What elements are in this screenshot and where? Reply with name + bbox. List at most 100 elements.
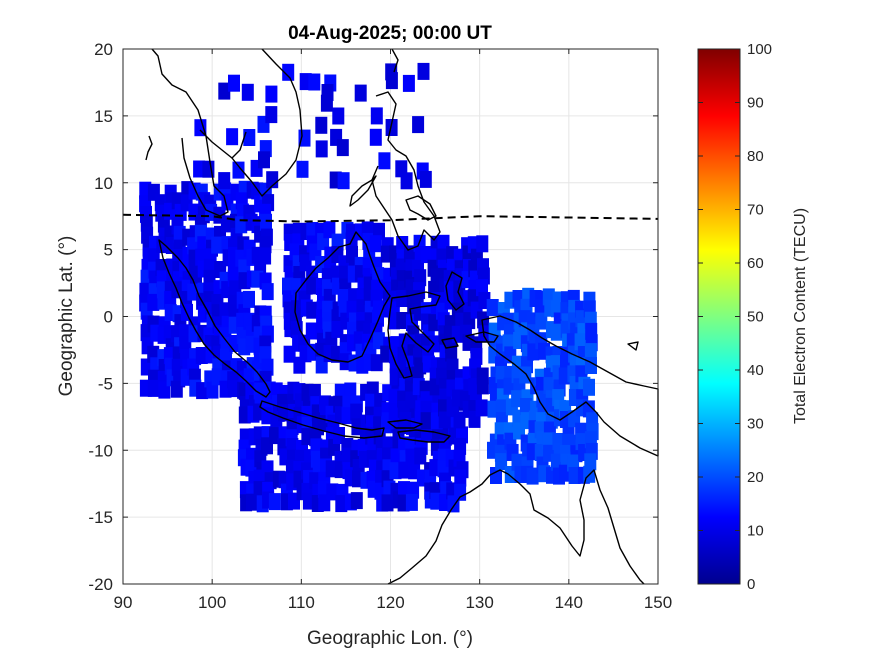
tec-cell [454,469,467,487]
tec-cell [194,119,207,137]
tec-cell [402,74,415,92]
tec-cell [476,235,489,253]
tec-cell [495,453,508,471]
tec-cell [170,380,183,398]
y-tick-label: 20 [94,40,113,59]
tec-cell [419,170,432,188]
coastline-new-guinea [481,315,659,457]
tec-cell [260,213,272,231]
colorbar-tick-label: 0 [747,576,755,593]
x-tick-label: 100 [198,593,226,612]
coastline-philippines [371,91,441,251]
coastline-indochina [151,48,229,217]
tec-cell [584,343,597,361]
tec-cell [193,160,206,178]
tec-cell [385,72,398,90]
coastline-vietnam [231,48,303,197]
tec-cell [179,336,192,354]
tec-cell [583,378,595,396]
x-tick-label: 90 [114,593,133,612]
tec-cell [344,382,357,400]
tec-cell [259,247,272,265]
tec-cell [476,279,488,297]
tec-cell [245,335,258,353]
coastline-seram [465,331,499,343]
x-tick-label: 130 [465,593,493,612]
tec-cells [139,62,599,513]
tec-cell [147,379,160,397]
coastline-thailand-gulf [199,129,233,159]
tec-cell [370,107,383,125]
tec-cell [412,116,425,134]
tec-cell [261,283,274,301]
tec-cell [550,323,563,341]
tec-cell [398,481,410,499]
tec-cell [475,399,488,417]
tec-cell [232,161,245,179]
tec-cell [251,314,264,332]
x-axis-ticks: 90 100 110 120 130 140 150 [114,49,672,612]
tec-cell [305,322,318,340]
tec-cell [378,152,391,170]
coastline-sumatra [158,239,271,398]
coastline-mindanao [405,195,437,221]
tec-cell [369,235,382,253]
coastline-flores [387,419,423,429]
tec-cell [258,151,270,169]
colorbar-tick-label: 90 [747,95,764,112]
y-tick-label: 0 [104,308,113,327]
x-tick-label: 150 [644,593,672,612]
coastline-new-britain [627,341,639,351]
tec-cell [226,128,239,146]
tec-cell [420,246,433,263]
plot-area [122,48,659,585]
coastline-java [259,400,385,439]
y-tick-label: 10 [94,174,113,193]
tec-cell [420,412,433,430]
colorbar-tick-label: 30 [747,416,764,433]
tec-cell [308,73,321,91]
coastline-timor [397,429,451,443]
y-axis-label: Geographic Lat. (°) [56,236,77,397]
tec-cell [218,82,231,100]
tec-cell [414,269,427,287]
coastline-taiwan [391,48,399,73]
tec-cell [398,461,411,479]
tec-cell [454,483,467,501]
tec-cell [417,62,430,80]
tec-cell [265,85,278,103]
tec-cell [315,116,328,134]
tec-cell [315,140,328,158]
tec-cell [211,236,224,254]
tec-cell [486,299,499,316]
tec-cell [385,119,398,136]
colorbar-label: Total Electron Content (TECU) [792,208,809,424]
tec-cell [320,94,333,112]
y-axis-ticks: 20 15 10 5 0 -5 -10 -15 -20 [88,40,658,594]
tec-cell [306,301,319,319]
tec-cell [400,172,413,190]
tec-cell [241,83,254,101]
colorbar-tick-label: 10 [747,523,764,540]
tec-cell [282,63,295,81]
x-tick-label: 140 [555,593,583,612]
tec-cell [405,493,418,511]
tec-cell [332,107,345,125]
tec-cell [372,332,385,350]
colorbar-tick-label: 70 [747,202,764,219]
tec-cell [350,492,363,510]
tec-cell [296,160,309,178]
tec-cell [453,411,466,429]
tec-cell [506,444,519,461]
colorbar-tick-label: 60 [747,255,764,272]
colorbar-tick-label: 50 [747,309,764,326]
tec-cell [405,391,418,409]
tec-cell [243,129,256,146]
x-tick-label: 120 [376,593,404,612]
coastline-sulawesi [387,291,441,379]
tec-cell [268,493,281,511]
tec-cell [251,270,264,288]
x-tick-label: 110 [288,593,315,612]
